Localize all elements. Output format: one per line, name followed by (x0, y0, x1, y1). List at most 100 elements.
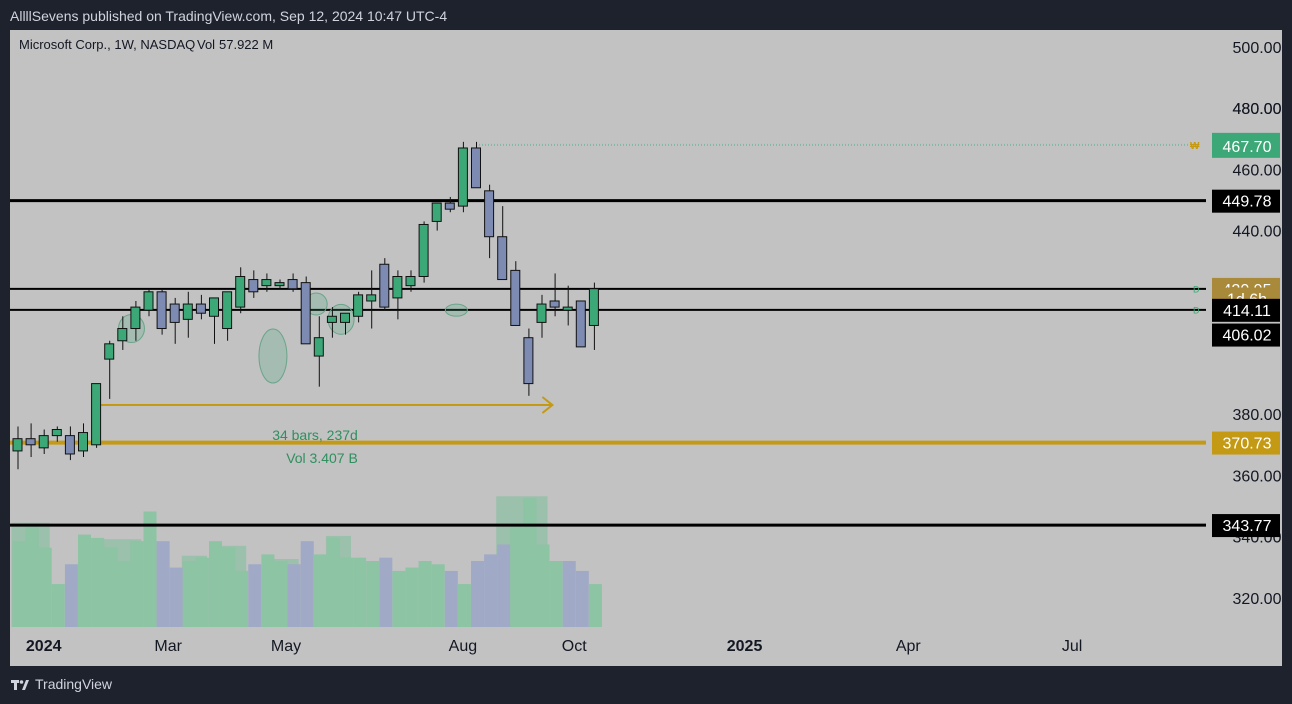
candle-body (484, 190, 495, 238)
volume-bar (261, 554, 275, 627)
measure-arrowhead-icon (541, 396, 555, 414)
volume-bar (366, 561, 380, 627)
volume-bar (143, 511, 157, 627)
volume-bar (457, 584, 471, 627)
highlight-ellipse (258, 328, 288, 384)
volume-bar (169, 567, 183, 627)
volume-bar (91, 537, 105, 627)
volume-bar (510, 524, 524, 627)
candle-body (405, 276, 416, 287)
candle-body (471, 147, 481, 189)
volume-bar (523, 498, 537, 627)
volume-bar (313, 554, 327, 627)
volume-bar (562, 561, 576, 627)
candle-body (392, 276, 403, 299)
candle-body (235, 276, 246, 308)
price-tick-380.00: 380.00 (1233, 407, 1282, 424)
candle-body (91, 383, 102, 446)
candle-body (497, 236, 508, 281)
price-tick-500.00: 500.00 (1233, 40, 1282, 57)
candle-body (588, 288, 599, 326)
candle-body (379, 263, 390, 308)
candle-body (418, 223, 429, 277)
volume-bar (549, 561, 563, 627)
volume-bar (130, 541, 144, 627)
candlestick-chart[interactable]: D D ₩ 34 bars, 237d Vol 3.407 B 500.00 480.0… (10, 30, 1282, 666)
candle-body (156, 291, 167, 330)
candle-body (510, 269, 521, 326)
volume-bar (182, 561, 196, 627)
volume-bar (222, 547, 236, 627)
price-label-406.02: 406.02 (1223, 328, 1272, 345)
candle-body (222, 291, 233, 330)
line-label-414.11: 414.11 (1223, 303, 1271, 320)
candle-body (117, 328, 128, 342)
time-label-Apr: Apr (896, 638, 922, 655)
candle-body (51, 429, 62, 437)
candle-body (25, 438, 36, 446)
time-label-2024: 2024 (26, 638, 62, 655)
line-label-414.11-box (1212, 298, 1280, 322)
volume-bar (64, 564, 78, 627)
price-axis (1210, 30, 1282, 666)
footer: TradingView (0, 666, 1292, 704)
line-label-343.77: 343.77 (1223, 518, 1272, 535)
chart-title-vol-value: 57.922 M (219, 37, 273, 52)
candle-body (353, 294, 364, 317)
time-label-Aug: Aug (449, 638, 477, 655)
candle-body (38, 435, 49, 449)
time-label-May: May (271, 638, 301, 655)
volume-bar (379, 557, 393, 627)
volume-bar (405, 567, 419, 627)
line-label-370.73-box (1212, 431, 1280, 455)
line-marker-d: D (1193, 305, 1200, 315)
volume-bar (340, 557, 353, 627)
candle-body (431, 202, 442, 222)
publisher-header: AllllSevens published on TradingView.com… (0, 0, 1292, 30)
volume-bar (326, 537, 340, 627)
volume-bar (195, 557, 209, 627)
volume-bar (471, 561, 484, 627)
line-label-449.78: 449.78 (1223, 194, 1272, 211)
candle-body (313, 337, 324, 357)
volume-bar (248, 564, 262, 627)
publisher-line: AllllSevens published on TradingView.com… (10, 8, 448, 24)
candle-body (209, 297, 219, 317)
price-tick-460.00: 460.00 (1233, 162, 1282, 179)
volume-bar (117, 561, 131, 627)
volume-bar (235, 570, 249, 627)
line-label-343.77-box (1212, 514, 1280, 538)
time-label-Oct: Oct (562, 638, 587, 655)
volume-bar (274, 561, 288, 627)
volume-bar (300, 541, 314, 627)
price-tick-440.00: 440.00 (1233, 224, 1282, 241)
volume-bar (444, 570, 458, 627)
candle-body (130, 306, 141, 330)
candle-body (78, 432, 88, 452)
alert-marker-icon: ₩ (1190, 141, 1200, 152)
price-label-406.02-box (1212, 323, 1280, 347)
time-label-2025: 2025 (727, 638, 763, 655)
line-label-370.73: 370.73 (1223, 436, 1272, 453)
volume-bar (38, 547, 52, 627)
time-label-Mar: Mar (154, 638, 182, 655)
price-label-467.70: 467.70 (1223, 139, 1272, 156)
candle-body (169, 303, 180, 323)
tradingview-logo-icon (11, 680, 29, 690)
line-label-449.78-box (1212, 189, 1280, 213)
candle-body (562, 306, 573, 311)
chart-title-symbol: Microsoft Corp., 1W, NASDAQ (19, 37, 195, 52)
candle-body (261, 279, 272, 287)
candle-body (182, 303, 193, 320)
candle-body (326, 315, 337, 323)
price-tick-480.00: 480.00 (1233, 101, 1282, 118)
chart-area[interactable]: D D ₩ 34 bars, 237d Vol 3.407 B 500.00 480.0… (10, 30, 1282, 666)
candle-body (64, 435, 75, 455)
candle-body (340, 312, 350, 323)
volume-bar (353, 557, 367, 627)
volume-bar (12, 541, 26, 627)
candle-body (575, 300, 586, 348)
candle-body (195, 303, 206, 314)
volume-bar (588, 584, 602, 627)
volume-bar (209, 541, 222, 627)
